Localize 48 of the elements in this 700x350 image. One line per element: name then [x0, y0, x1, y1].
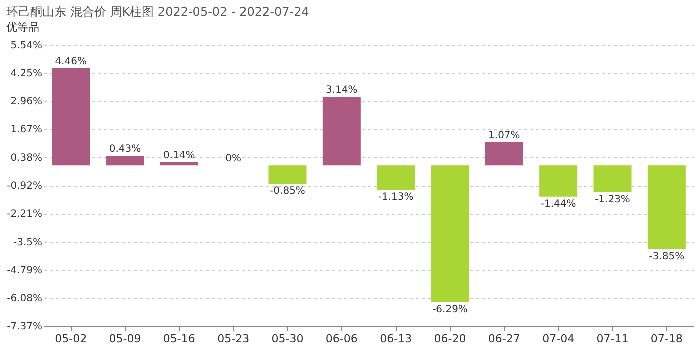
- y-tick-label: -2.21%: [7, 209, 42, 220]
- x-tick-label: 06-27: [488, 332, 520, 346]
- data-label: -1.13%: [378, 192, 414, 204]
- x-tick-label: 07-11: [596, 332, 629, 346]
- data-label: 0%: [226, 154, 242, 165]
- bar: [322, 97, 361, 166]
- bar: [268, 166, 307, 184]
- y-tick-label: 1.67%: [10, 124, 42, 136]
- data-label: 4.46%: [55, 56, 87, 68]
- chart-subtitle: 优等品: [6, 21, 40, 34]
- bar: [160, 162, 198, 166]
- data-label: 3.14%: [326, 85, 358, 96]
- data-label: 0.14%: [164, 150, 196, 162]
- bar: [540, 166, 578, 197]
- y-tick-label: -4.79%: [7, 265, 42, 276]
- x-tick-label: 05-02: [55, 332, 88, 346]
- x-tick-label: 05-16: [163, 332, 196, 346]
- chart-title: 环己酮山东 混合价 周K柱图 2022-05-02 - 2022-07-24: [6, 5, 310, 19]
- y-tick-label: 4.25%: [10, 68, 42, 80]
- x-tick-label: 06-20: [434, 332, 466, 346]
- y-tick-label: -3.5%: [13, 237, 42, 248]
- x-tick-label: 07-18: [650, 332, 683, 346]
- y-tick-label: 0.38%: [10, 152, 42, 164]
- bar: [431, 166, 470, 302]
- x-tick-label: 06-13: [380, 332, 412, 346]
- y-tick-label: -6.08%: [7, 293, 42, 304]
- x-tick-label: 06-06: [326, 332, 358, 346]
- y-tick-label: -0.92%: [7, 181, 42, 192]
- bar: [648, 166, 686, 250]
- bar: [52, 68, 90, 166]
- x-tick-label: 05-30: [272, 332, 304, 346]
- x-tick-label: 07-04: [542, 332, 575, 346]
- data-label: -1.23%: [595, 194, 630, 206]
- y-tick-label: 2.96%: [10, 96, 42, 108]
- y-tick-label: -7.37%: [7, 322, 42, 332]
- y-tick-label: 5.54%: [10, 40, 42, 52]
- data-label: 0.43%: [109, 144, 142, 156]
- bar: [485, 142, 524, 166]
- data-label: -0.85%: [270, 186, 306, 198]
- x-tick-label: 05-09: [109, 332, 142, 346]
- data-label: 1.07%: [488, 130, 520, 142]
- data-label: -1.44%: [540, 198, 576, 210]
- data-label: -3.85%: [649, 251, 685, 262]
- bar: [377, 166, 416, 190]
- bar: [594, 166, 632, 192]
- data-label: -6.29%: [432, 304, 468, 316]
- bar: [106, 156, 144, 166]
- x-tick-label: 05-23: [218, 332, 250, 346]
